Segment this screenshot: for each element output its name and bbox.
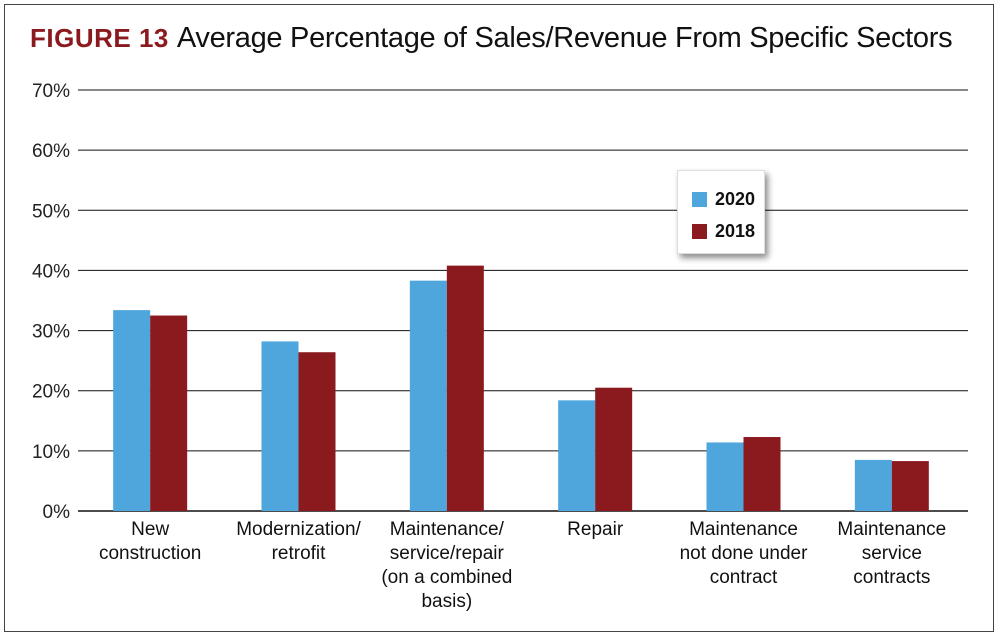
bar-2018-1	[298, 352, 336, 511]
x-category-label-line: not done under	[680, 543, 809, 564]
x-category-label-line: retrofit	[272, 543, 327, 564]
bar-2018-2	[446, 265, 484, 511]
x-category-label: Maintenance service contracts	[837, 519, 946, 588]
chart-title: FIGURE 13 Average Percentage of Sales/Rev…	[30, 22, 953, 55]
bar-2020-0	[113, 310, 151, 511]
bar-2020-5	[854, 459, 892, 511]
x-category-label-line: Maintenance	[837, 519, 946, 540]
bar-2018-4	[743, 437, 781, 511]
x-category-label: Maintenance not done under contract	[680, 519, 809, 588]
y-tick-label: 40%	[32, 261, 70, 282]
y-axis-ticks: 0% 10% 20% 30% 40% 50% 60% 70%	[32, 81, 70, 523]
x-category-label: New construction	[99, 519, 201, 564]
y-tick-label: 50%	[32, 201, 70, 222]
y-tick-label: 10%	[32, 442, 70, 463]
bar-2018-5	[891, 461, 929, 511]
x-category-label-line: Maintenance	[689, 519, 798, 540]
x-category-label-line: Repair	[567, 519, 624, 540]
x-category-label: Maintenance/service/repair (on a combined…	[381, 519, 512, 612]
figure-label: FIGURE 13	[30, 23, 169, 53]
legend: 2020 2018	[677, 170, 765, 254]
x-axis-categories: New construction Modernization/retrofit Mai…	[99, 519, 946, 612]
legend-label-2018: 2018	[715, 221, 756, 241]
x-category-label-line: basis)	[421, 591, 472, 612]
y-tick-label: 60%	[32, 141, 70, 162]
bar-2020-3	[558, 400, 596, 511]
x-category-label-line: (on a combined	[381, 567, 512, 588]
y-tick-label: 30%	[32, 322, 70, 343]
bar-2018-0	[150, 315, 188, 511]
x-category-label-line: Modernization/	[236, 519, 361, 540]
x-category-label-line: contracts	[853, 567, 930, 588]
legend-item-2018: 2018	[692, 221, 755, 242]
x-category-label-line: service/repair	[390, 543, 505, 564]
legend-label-2020: 2020	[715, 189, 756, 209]
x-category-label: Modernization/retrofit	[236, 519, 361, 564]
legend-swatch-2018	[692, 224, 707, 239]
x-category-label-line: service	[862, 543, 922, 564]
y-tick-label: 20%	[32, 382, 70, 403]
title-text: Average Percentage of Sales/Revenue From…	[176, 22, 953, 54]
y-tick-label: 70%	[32, 81, 70, 102]
x-category-label-line: Maintenance/	[390, 519, 505, 540]
legend-item-2020: 2020	[692, 189, 755, 210]
bar-2020-2	[409, 280, 447, 511]
x-category-label-line: construction	[99, 543, 201, 564]
bar-2020-4	[706, 442, 744, 511]
legend-swatch-2020	[692, 192, 707, 207]
y-tick-label: 0%	[43, 502, 71, 523]
bar-2018-3	[595, 387, 633, 511]
x-category-label-line: New	[131, 519, 169, 540]
bar-2020-1	[261, 341, 299, 511]
x-category-label: Repair	[567, 519, 624, 540]
x-category-label-line: contract	[710, 567, 778, 588]
gridlines	[78, 89, 968, 512]
bars	[113, 265, 929, 511]
